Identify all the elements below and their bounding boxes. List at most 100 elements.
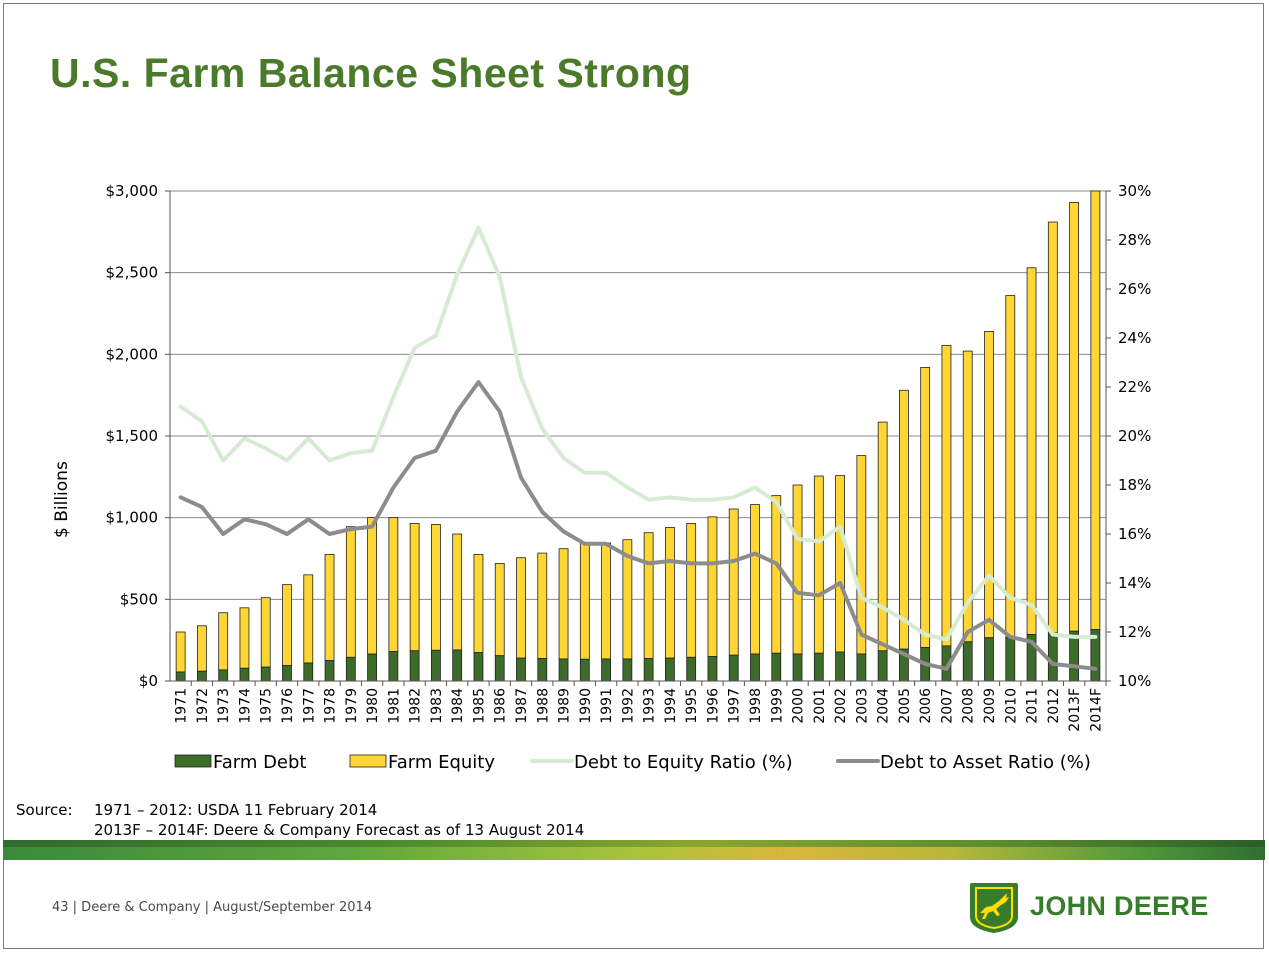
y-axis-title: $ Billions (52, 461, 72, 538)
x-tick-label: 1991 (599, 688, 615, 724)
x-tick-label: 2008 (961, 688, 977, 724)
brand-stripe-accent (3, 840, 1265, 847)
farm-debt-bar (409, 650, 420, 682)
x-tick-label: 2013F (1067, 688, 1083, 732)
farm-equity-bar (324, 554, 335, 661)
y2-tick-label: 30% (1118, 182, 1151, 200)
x-tick-label: 1979 (344, 688, 360, 724)
farm-debt-bar (516, 657, 526, 682)
x-tick-label: 1997 (727, 688, 743, 724)
farm-equity-bar (431, 524, 441, 651)
chart-bars (175, 190, 1101, 682)
farm-equity-bar (345, 526, 356, 658)
x-tick-label: 1986 (493, 688, 509, 724)
farm-debt-bar (792, 653, 803, 682)
farm-equity-bar (728, 508, 739, 656)
x-tick-label: 1999 (769, 688, 785, 724)
y2-tick-label: 14% (1118, 574, 1151, 592)
x-tick-label: 1987 (514, 688, 530, 724)
x-tick-label: 1993 (642, 688, 658, 724)
legend-debt-to-equity-label: Debt to Equity Ratio (%) (574, 752, 793, 773)
x-tick-label: 2007 (939, 688, 955, 724)
farm-equity-bar (409, 522, 420, 652)
debt-to-equity-line (178, 225, 1098, 642)
farm-equity-bar (260, 597, 271, 668)
legend-debt-to-asset-label: Debt to Asset Ratio (%) (880, 752, 1091, 773)
farm-equity-bar (920, 366, 931, 648)
farm-debt-bar (643, 658, 654, 682)
farm-equity-bar (197, 625, 207, 672)
x-tick-label: 2005 (897, 688, 913, 724)
farm-equity-bar (601, 542, 611, 660)
x-tick-label: 1973 (216, 688, 232, 724)
farm-debt-bar (601, 658, 611, 682)
x-tick-label: 1977 (301, 688, 317, 724)
farm-debt-bar (431, 649, 441, 682)
x-tick-label: 1998 (748, 688, 764, 724)
x-tick-label: 1975 (259, 688, 275, 724)
x-tick-label: 1976 (280, 688, 296, 724)
farm-debt-bar (260, 666, 271, 682)
x-tick-label: 2002 (833, 688, 849, 724)
y2-tick-label: 22% (1118, 378, 1151, 396)
legend-farm-equity-swatch (349, 754, 387, 768)
john-deere-logo: JOHN DEERE (966, 879, 1226, 935)
source-label: Source: (16, 801, 73, 819)
chart-axes: $0 $500 $1,000 $1,500 $2,000 $2,500 $3,000 10% 1… (106, 182, 1152, 732)
y2-tick-label: 20% (1118, 427, 1151, 445)
y-tick-label: $2,000 (106, 345, 159, 363)
farm-debt-bar (856, 653, 867, 682)
logo-wordmark: JOHN DEERE (1030, 891, 1209, 921)
farm-debt-bar (877, 650, 888, 682)
x-tick-label: 2010 (1003, 688, 1019, 724)
farm-debt-bar (494, 655, 505, 682)
farm-debt-bar (1005, 637, 1016, 682)
farm-debt-bar (686, 656, 697, 682)
slide-title: U.S. Farm Balance Sheet Strong (50, 50, 692, 96)
farm-equity-bar (452, 533, 463, 651)
y2-tick-label: 10% (1118, 672, 1151, 690)
y-tick-label: $500 (120, 590, 158, 608)
x-tick-label: 1984 (450, 688, 466, 724)
legend-farm-debt-swatch (174, 754, 212, 768)
farm-debt-bar (324, 660, 335, 682)
x-tick-label: 1990 (578, 688, 594, 724)
legend-farm-equity-label: Farm Equity (388, 752, 495, 773)
x-tick-label: 2011 (1025, 688, 1041, 724)
farm-debt-bar (707, 656, 718, 682)
x-tick-label: 1995 (684, 688, 700, 724)
y2-tick-label: 16% (1118, 525, 1151, 543)
x-tick-label: 2003 (854, 688, 870, 724)
x-tick-label: 1989 (557, 688, 573, 724)
farm-equity-bar (643, 532, 654, 659)
farm-equity-bar (473, 554, 484, 653)
farm-equity-bar (835, 475, 845, 653)
farm-debt-bar (962, 641, 973, 682)
farm-debt-bar (345, 656, 356, 682)
y-tick-label: $2,500 (106, 264, 159, 282)
farm-debt-bar (750, 653, 760, 682)
x-tick-label: 1980 (365, 688, 381, 724)
farm-debt-bar (473, 652, 484, 682)
farm-equity-bar (303, 574, 314, 664)
x-tick-label: 1978 (323, 688, 339, 724)
farm-debt-bar (728, 654, 739, 682)
x-tick-label: 1994 (663, 688, 679, 724)
farm-debt-bar (771, 652, 782, 682)
farm-equity-bar (494, 563, 505, 657)
farm-equity-bar (537, 552, 548, 659)
x-tick-label: 2001 (812, 688, 828, 724)
farm-debt-bar (303, 662, 314, 682)
farm-equity-bar (1005, 295, 1016, 639)
y2-tick-label: 12% (1118, 623, 1151, 641)
farm-equity-bar (388, 517, 399, 653)
farm-debt-bar (175, 671, 186, 682)
farm-equity-bar (239, 607, 250, 669)
farm-debt-bar (665, 657, 675, 682)
farm-equity-bar (707, 516, 718, 657)
y-tick-label: $3,000 (106, 182, 159, 200)
source-note: Source: 1971 – 2012: USDA 11 February 201… (16, 800, 584, 840)
y-tick-label: $1,000 (106, 509, 159, 527)
farm-equity-bar (984, 331, 994, 639)
x-tick-label: 1972 (195, 688, 211, 724)
